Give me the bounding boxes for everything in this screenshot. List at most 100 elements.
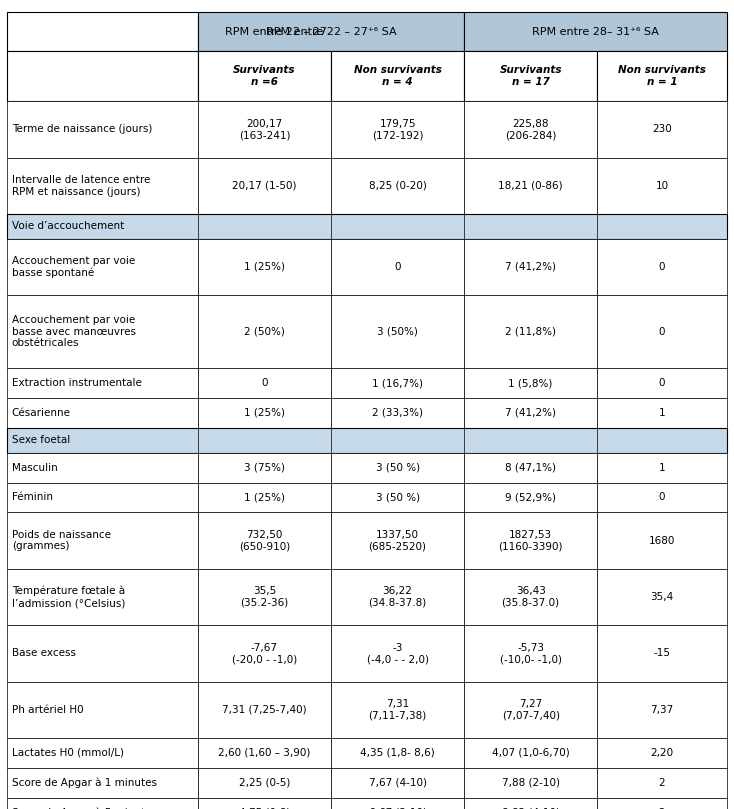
Text: Survivants
n = 17: Survivants n = 17 [499,66,562,87]
Text: 225,88
(206-284): 225,88 (206-284) [505,119,556,140]
Bar [198,512,331,569]
Text: 8,25 (0-20): 8,25 (0-20) [368,180,426,191]
Text: 3 (50%): 3 (50%) [377,327,418,337]
Bar [331,482,464,512]
Bar [464,158,597,214]
Bar [597,51,727,101]
Text: 36,43
(35.8-37.0): 36,43 (35.8-37.0) [501,587,560,608]
Text: RPM entre 28– 31⁺⁶ SA: RPM entre 28– 31⁺⁶ SA [532,27,659,36]
Bar [597,738,727,768]
Text: 0: 0 [658,327,665,337]
Bar [464,681,597,738]
Bar [597,239,727,295]
Text: 7,67 (4-10): 7,67 (4-10) [368,777,426,788]
Text: -3
(-4,0 - - 2,0): -3 (-4,0 - - 2,0) [366,642,429,664]
Text: 8 (47,1%): 8 (47,1%) [505,463,556,472]
Text: 6,67 (2-10): 6,67 (2-10) [368,807,426,809]
Bar [7,51,198,101]
Bar [597,158,727,214]
Text: 1680: 1680 [649,536,675,545]
Text: 7 (41,2%): 7 (41,2%) [505,262,556,272]
Text: 4,75 (0-8): 4,75 (0-8) [239,807,290,809]
Bar [464,512,597,569]
Bar [7,482,198,512]
Bar [597,101,727,158]
Text: 2 (11,8%): 2 (11,8%) [505,327,556,337]
Bar [464,482,597,512]
Text: 0: 0 [261,378,268,388]
Bar [464,101,597,158]
Text: 0: 0 [658,262,665,272]
Bar [7,428,727,453]
Bar [464,239,597,295]
Bar [597,681,727,738]
Text: 2 (50%): 2 (50%) [244,327,285,337]
Text: -7,67
(-20,0 - -1,0): -7,67 (-20,0 - -1,0) [232,642,297,664]
Bar [7,681,198,738]
Bar [198,738,331,768]
Text: 1: 1 [658,463,665,472]
Bar [331,625,464,681]
Bar [198,295,331,368]
Text: Féminin: Féminin [12,493,53,502]
Bar [7,295,198,368]
Bar [198,798,331,809]
Text: 0: 0 [658,378,665,388]
Text: 2,60 (1,60 – 3,90): 2,60 (1,60 – 3,90) [218,748,310,758]
Bar [464,453,597,483]
Text: Sexe foetal: Sexe foetal [12,435,70,445]
Bar [7,12,198,51]
Text: Terme de naissance (jours): Terme de naissance (jours) [12,125,152,134]
Text: Accouchement par voie
basse avec manœuvres
obstétricales: Accouchement par voie basse avec manœuvr… [12,315,136,348]
Text: Lactates H0 (mmol/L): Lactates H0 (mmol/L) [12,748,124,758]
Bar [597,398,727,428]
Text: 2: 2 [658,777,665,788]
Text: 1337,50
(685-2520): 1337,50 (685-2520) [368,530,426,552]
Bar [464,368,597,398]
Bar [464,738,597,768]
Bar [597,368,727,398]
Bar [597,768,727,798]
Text: RPM entre 22 – 27: RPM entre 22 – 27 [225,27,327,36]
Bar [331,368,464,398]
Text: 7,31 (7,25-7,40): 7,31 (7,25-7,40) [222,705,307,715]
Bar [464,768,597,798]
Text: 0: 0 [658,493,665,502]
Bar [198,239,331,295]
Bar [331,569,464,625]
Text: Césarienne: Césarienne [12,408,70,418]
Text: 20,17 (1-50): 20,17 (1-50) [232,180,297,191]
Text: 230: 230 [652,125,672,134]
Bar [464,51,597,101]
Bar [198,482,331,512]
Text: Score de Apgar à 1 minutes: Score de Apgar à 1 minutes [12,777,157,788]
Bar [464,569,597,625]
Bar [597,295,727,368]
Bar [464,295,597,368]
Bar [464,12,727,51]
Text: 35,5
(35.2-36): 35,5 (35.2-36) [240,587,288,608]
Text: 1: 1 [658,408,665,418]
Bar [7,512,198,569]
Bar [198,768,331,798]
Text: 3 (50 %): 3 (50 %) [376,493,420,502]
Bar [198,681,331,738]
Bar [198,51,331,101]
Bar [597,453,727,483]
Text: 18,21 (0-86): 18,21 (0-86) [498,180,563,191]
Bar [7,214,727,239]
Text: 1 (5,8%): 1 (5,8%) [509,378,553,388]
Text: 1827,53
(1160-3390): 1827,53 (1160-3390) [498,530,563,552]
Text: 7,88 (2-10): 7,88 (2-10) [501,777,559,788]
Text: 35,4: 35,4 [650,592,674,602]
Bar [331,681,464,738]
Bar [198,368,331,398]
Text: Extraction instrumentale: Extraction instrumentale [12,378,142,388]
Bar [331,798,464,809]
Bar [464,398,597,428]
Bar [198,12,464,51]
Text: -15: -15 [653,648,670,659]
Bar [464,798,597,809]
Text: Masculin: Masculin [12,463,57,472]
Bar [331,239,464,295]
